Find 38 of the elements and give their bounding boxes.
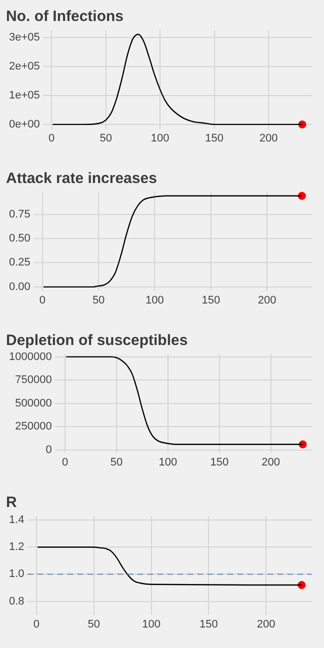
x-tick-label: 150: [202, 294, 220, 306]
y-tick-label: 0.00: [8, 280, 30, 293]
x-tick-label: 150: [205, 132, 224, 144]
x-tick-label: 150: [200, 618, 218, 630]
y-tick-label: 0.75: [8, 208, 30, 220]
y-tick-label: 0: [46, 444, 52, 456]
chart-title: R: [6, 494, 17, 512]
y-tick-label: 0e+00: [8, 118, 40, 130]
y-tick-label: 750000: [15, 374, 52, 386]
chart-title: Attack rate increases: [6, 170, 157, 188]
chart-title: Depletion of susceptibles: [6, 332, 188, 350]
y-tick-label: 3e+05: [8, 31, 40, 44]
y-tick-label: 1.2: [8, 541, 24, 554]
y-tick-label: 250000: [15, 420, 52, 433]
y-tick-label: 1.0: [8, 568, 24, 580]
y-tick-label: 500000: [15, 397, 52, 410]
y-tick-label: 0.8: [8, 595, 24, 608]
y-tick-label: 1.4: [8, 514, 24, 526]
x-tick-label: 200: [262, 456, 280, 468]
chart-title: No. of Infections: [6, 8, 124, 26]
x-tick-label: 0: [62, 456, 68, 468]
x-tick-label: 50: [92, 294, 105, 306]
x-tick-label: 50: [110, 456, 123, 468]
x-tick-label: 100: [146, 294, 164, 306]
x-tick-label: 100: [150, 132, 170, 144]
x-tick-label: 50: [88, 618, 100, 630]
y-tick-label: 1000000: [8, 350, 52, 363]
y-tick-label: 0.25: [8, 256, 30, 269]
x-tick-label: 50: [100, 132, 112, 144]
x-tick-label: 100: [142, 618, 160, 630]
y-tick-label: 2e+05: [8, 60, 40, 72]
x-tick-label: 200: [259, 132, 278, 144]
x-tick-label: 200: [256, 618, 276, 630]
y-tick-label: 0.50: [8, 232, 30, 245]
x-tick-label: 100: [158, 456, 178, 468]
x-tick-label: 150: [210, 456, 229, 468]
y-tick-label: 1e+05: [8, 89, 40, 102]
x-tick-label: 200: [258, 294, 276, 306]
